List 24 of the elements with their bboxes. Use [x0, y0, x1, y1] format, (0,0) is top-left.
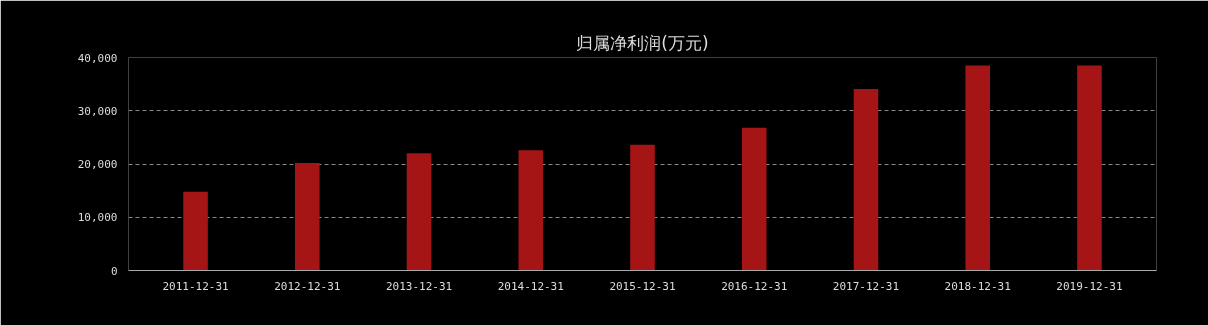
y-tick-label: 0 [110, 264, 118, 278]
bar [406, 153, 432, 271]
bar [518, 150, 544, 271]
x-tick-label: 2013-12-31 [385, 279, 453, 293]
bar [853, 88, 879, 271]
bar [1077, 65, 1102, 271]
chart-title: 归属净利润(万元) [576, 32, 709, 53]
bar [741, 127, 767, 271]
x-tick-label: 2012-12-31 [274, 279, 341, 293]
x-tick-label: 2017-12-31 [832, 279, 900, 293]
bar [630, 144, 655, 271]
x-tick-label: 2015-12-31 [609, 279, 676, 293]
bar [294, 162, 320, 271]
y-tick-label: 30,000 [77, 104, 118, 118]
x-tick-label: 2011-12-31 [162, 279, 229, 293]
x-tick-label: 2016-12-31 [721, 279, 788, 293]
y-tick-label: 10,000 [77, 211, 118, 225]
x-tick-label: 2014-12-31 [497, 279, 564, 293]
bar [965, 65, 991, 271]
y-tick-label: 20,000 [77, 158, 118, 171]
x-tick-label: 2018-12-31 [944, 279, 1011, 293]
bar [183, 191, 208, 271]
y-tick-label: 40,000 [77, 51, 118, 65]
x-tick-label: 2019-12-31 [1056, 279, 1123, 293]
